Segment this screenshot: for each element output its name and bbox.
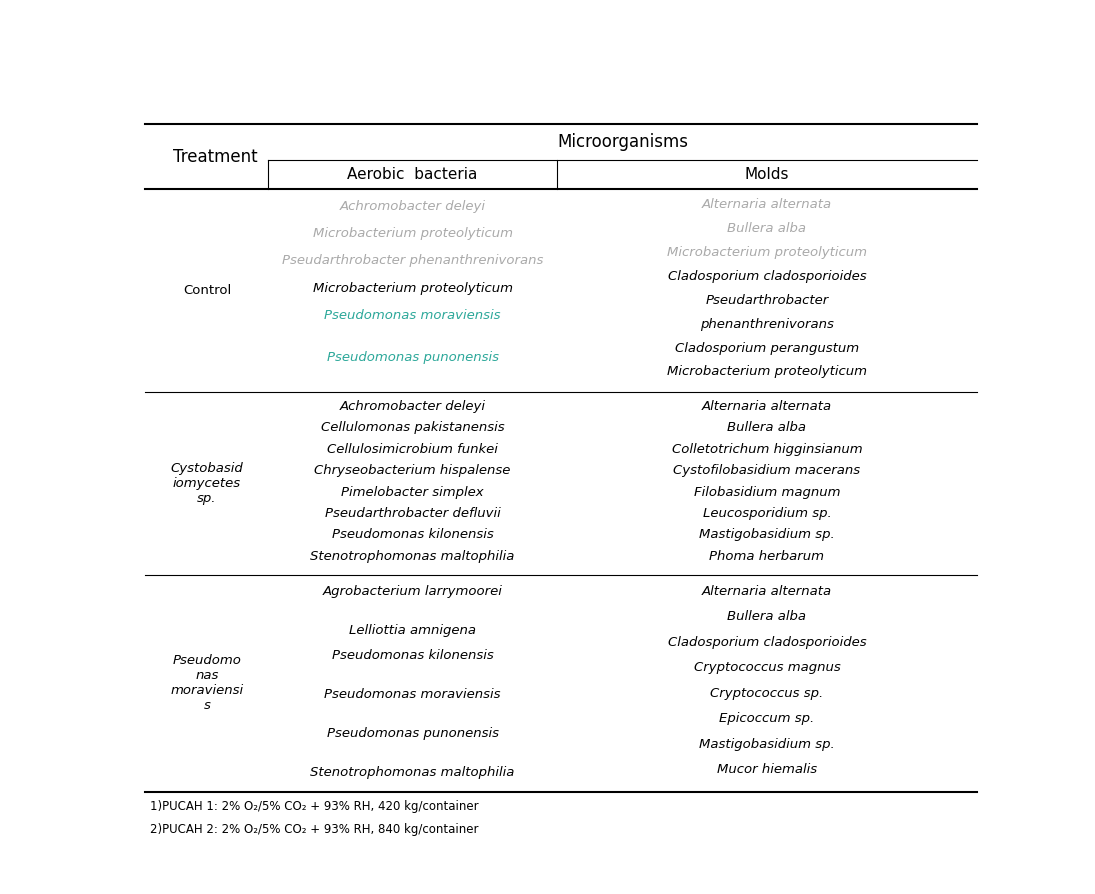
Text: Cladosporium cladosporioides: Cladosporium cladosporioides xyxy=(668,636,866,649)
Text: Mucor hiemalis: Mucor hiemalis xyxy=(717,763,817,776)
Text: Mastigobasidium sp.: Mastigobasidium sp. xyxy=(699,738,834,751)
Text: Colletotrichum higginsianum: Colletotrichum higginsianum xyxy=(671,443,862,456)
Text: phenanthrenivorans: phenanthrenivorans xyxy=(700,317,834,331)
Text: Pseudarthrobacter defluvii: Pseudarthrobacter defluvii xyxy=(325,507,500,520)
Text: Control: Control xyxy=(183,284,231,297)
Text: Pseudomonas punonensis: Pseudomonas punonensis xyxy=(326,350,498,364)
Text: Microbacterium proteolyticum: Microbacterium proteolyticum xyxy=(667,366,867,378)
Text: Alternaria alternata: Alternaria alternata xyxy=(702,400,832,413)
Text: Pseudomonas kilonensis: Pseudomonas kilonensis xyxy=(332,528,494,542)
Text: Pseudomonas moraviensis: Pseudomonas moraviensis xyxy=(324,308,500,322)
Text: Cladosporium cladosporioides: Cladosporium cladosporioides xyxy=(668,270,866,283)
Text: 1)PUCAH 1: 2% O₂/5% CO₂ + 93% RH, 420 kg/container: 1)PUCAH 1: 2% O₂/5% CO₂ + 93% RH, 420 kg… xyxy=(150,800,479,813)
Text: Alternaria alternata: Alternaria alternata xyxy=(702,585,832,598)
Text: Bullera alba: Bullera alba xyxy=(727,611,807,623)
Text: Epicoccum sp.: Epicoccum sp. xyxy=(719,713,815,725)
Text: Cryptococcus sp.: Cryptococcus sp. xyxy=(711,687,823,700)
Text: Achromobacter deleyi: Achromobacter deleyi xyxy=(339,200,486,214)
Text: Lelliottia amnigena: Lelliottia amnigena xyxy=(349,624,476,637)
Text: Leucosporidium sp.: Leucosporidium sp. xyxy=(703,507,831,520)
Text: Agrobacterium larrymoorei: Agrobacterium larrymoorei xyxy=(323,586,503,598)
Text: Mastigobasidium sp.: Mastigobasidium sp. xyxy=(699,528,834,542)
Text: Filobasidium magnum: Filobasidium magnum xyxy=(694,485,840,499)
Text: Pimelobacter simplex: Pimelobacter simplex xyxy=(342,485,484,499)
Text: Microbacterium proteolyticum: Microbacterium proteolyticum xyxy=(313,227,512,240)
Text: Cystobasid
iomycetes
sp.: Cystobasid iomycetes sp. xyxy=(171,462,243,505)
Text: Pseudarthrobacter: Pseudarthrobacter xyxy=(705,294,829,307)
Text: Pseudarthrobacter phenanthrenivorans: Pseudarthrobacter phenanthrenivorans xyxy=(283,255,543,267)
Text: Stenotrophomonas maltophilia: Stenotrophomonas maltophilia xyxy=(311,765,515,779)
Text: Bullera alba: Bullera alba xyxy=(727,421,807,434)
Text: Cellulosimicrobium funkei: Cellulosimicrobium funkei xyxy=(327,443,498,456)
Text: Treatment: Treatment xyxy=(173,148,257,166)
Text: Aerobic  bacteria: Aerobic bacteria xyxy=(347,167,477,182)
Text: Achromobacter deleyi: Achromobacter deleyi xyxy=(339,400,486,413)
Text: Microbacterium proteolyticum: Microbacterium proteolyticum xyxy=(313,282,512,294)
Text: Cryptococcus magnus: Cryptococcus magnus xyxy=(693,662,840,674)
Text: Phoma herbarum: Phoma herbarum xyxy=(710,550,825,563)
Text: Microbacterium proteolyticum: Microbacterium proteolyticum xyxy=(667,246,867,259)
Text: Stenotrophomonas maltophilia: Stenotrophomonas maltophilia xyxy=(311,550,515,563)
Text: Alternaria alternata: Alternaria alternata xyxy=(702,198,832,211)
Text: Pseudomonas kilonensis: Pseudomonas kilonensis xyxy=(332,648,494,662)
Text: Bullera alba: Bullera alba xyxy=(727,222,807,235)
Text: Pseudomo
nas
moraviensi
s: Pseudomo nas moraviensi s xyxy=(171,654,243,713)
Text: Cystofilobasidium macerans: Cystofilobasidium macerans xyxy=(673,464,861,477)
Text: 2)PUCAH 2: 2% O₂/5% CO₂ + 93% RH, 840 kg/container: 2)PUCAH 2: 2% O₂/5% CO₂ + 93% RH, 840 kg… xyxy=(150,822,479,836)
Text: Chryseobacterium hispalense: Chryseobacterium hispalense xyxy=(314,464,511,477)
Text: Pseudomonas moraviensis: Pseudomonas moraviensis xyxy=(324,687,500,701)
Text: Molds: Molds xyxy=(745,167,789,182)
Text: Cellulomonas pakistanensis: Cellulomonas pakistanensis xyxy=(321,421,505,434)
Text: Microorganisms: Microorganisms xyxy=(557,133,689,151)
Text: Pseudomonas punonensis: Pseudomonas punonensis xyxy=(326,727,498,739)
Text: Cladosporium perangustum: Cladosporium perangustum xyxy=(675,342,860,355)
